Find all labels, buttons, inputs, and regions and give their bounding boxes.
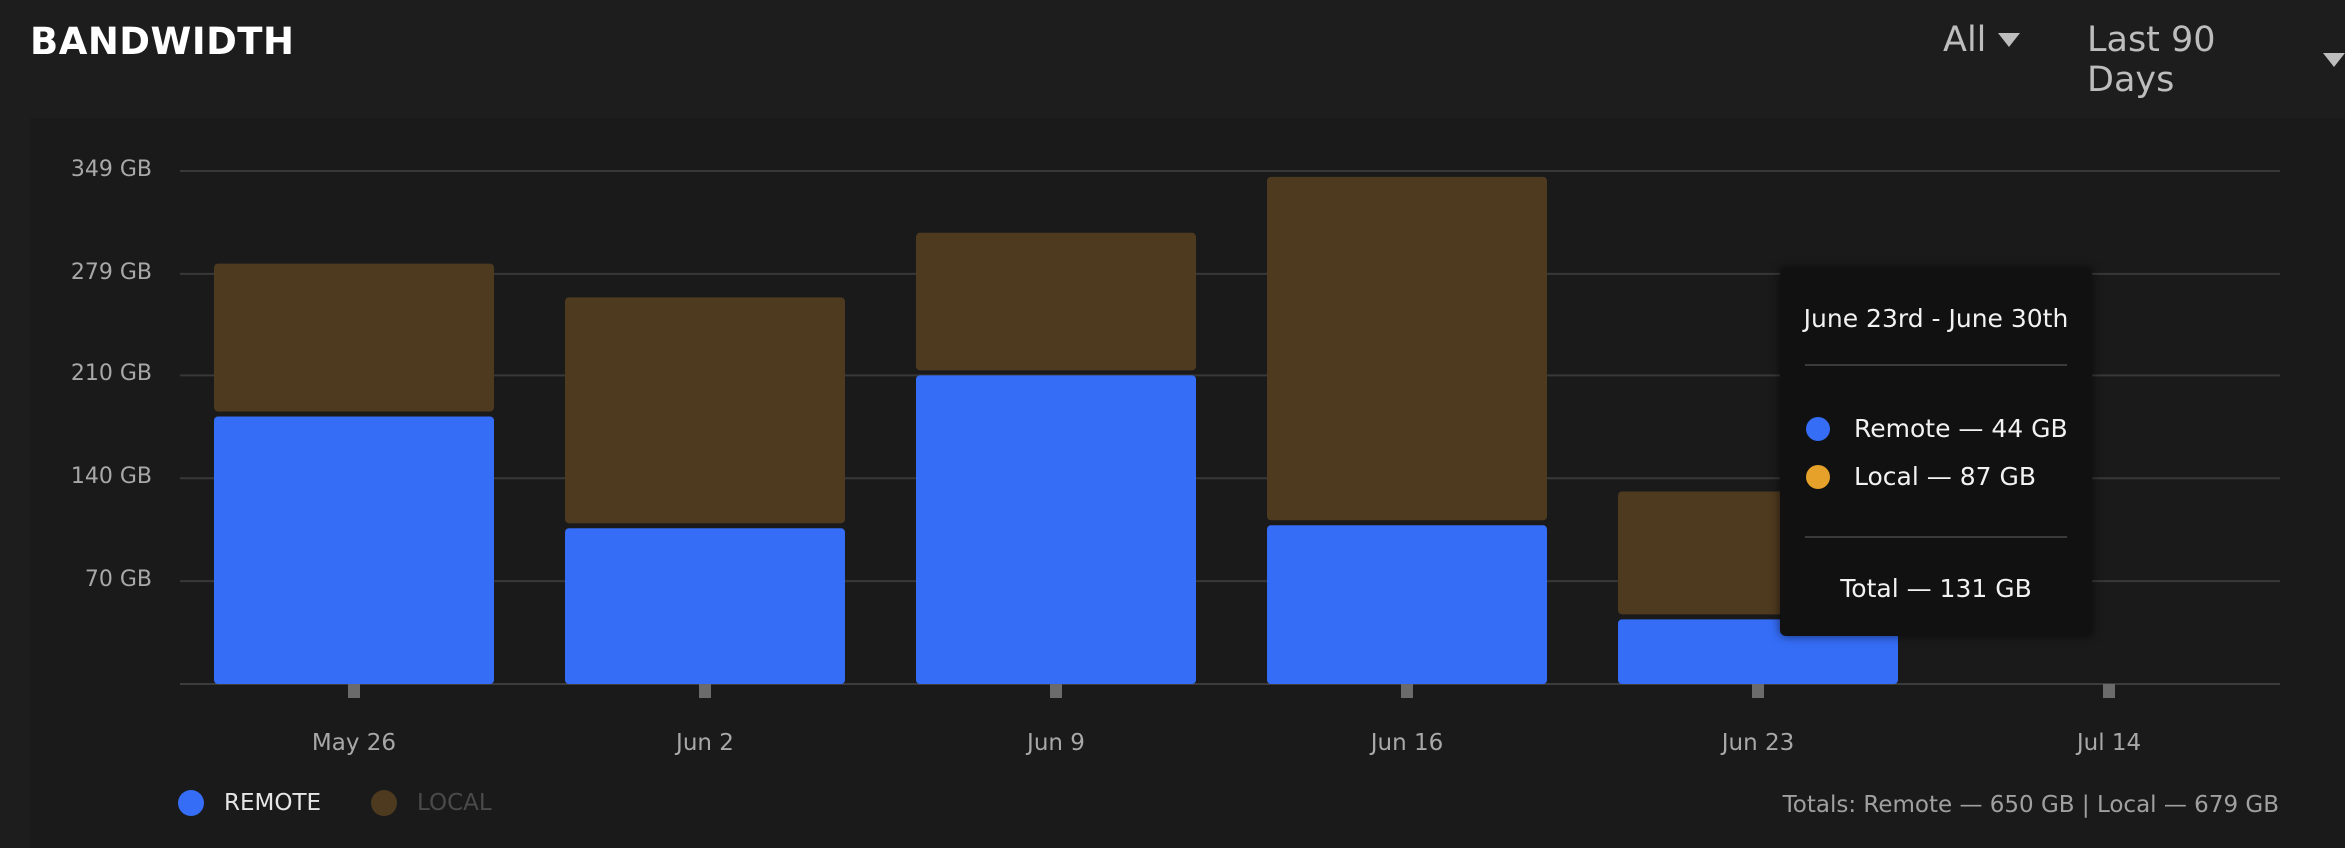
chart-title: BANDWIDTH [30,20,295,63]
chevron-down-icon [1998,33,2021,47]
date-range-dropdown-label: Last 90 Days [2087,20,2216,100]
x-tick-label: May 26 [311,730,397,756]
tooltip-divider [1805,364,2067,366]
tooltip-remote-value: Remote — 44 GB [1854,414,2068,443]
filter-dropdown-label: All [1943,20,1987,60]
legend-item-local[interactable]: LOCAL [371,790,492,816]
x-tick-label: Jun 9 [1027,730,1085,756]
legend-item-remote[interactable]: REMOTE [178,790,321,816]
y-tick-label: 210 GB [70,361,152,387]
tooltip-row-local: Local — 87 GB [1806,462,2036,491]
y-tick-label: 70 GB [84,567,152,593]
totals-summary: Totals: Remote — 650 GB | Local — 679 GB [1782,792,2279,818]
y-tick-label: 140 GB [70,464,152,490]
remote-dot-icon [178,790,204,816]
remote-dot-icon [1806,416,1830,441]
filter-dropdown[interactable]: All [1943,20,2021,60]
legend-label-remote: REMOTE [224,790,322,816]
legend-label-local: LOCAL [417,790,492,816]
chart-tooltip: June 23rd - June 30th Remote — 44 GB Loc… [1780,268,2092,636]
x-tick-label: Jul 14 [2076,730,2142,756]
y-tick-label: 349 GB [70,157,152,182]
x-tick-label: Jun 2 [676,730,734,756]
tooltip-total: Total — 131 GB [1840,574,2032,603]
y-tick-label: 279 GB [70,259,152,285]
tooltip-title: June 23rd - June 30th [1803,304,2069,333]
chevron-down-icon [2323,53,2345,67]
date-range-dropdown[interactable]: Last 90 Days [2087,20,2345,100]
local-dot-icon [371,790,397,816]
x-tick-label: Jun 16 [1370,730,1444,756]
tooltip-divider [1805,536,2067,538]
tooltip-local-value: Local — 87 GB [1854,462,2036,491]
local-dot-icon [1806,464,1830,489]
x-tick-label: Jun 23 [1721,730,1795,756]
tooltip-row-remote: Remote — 44 GB [1806,414,2068,443]
